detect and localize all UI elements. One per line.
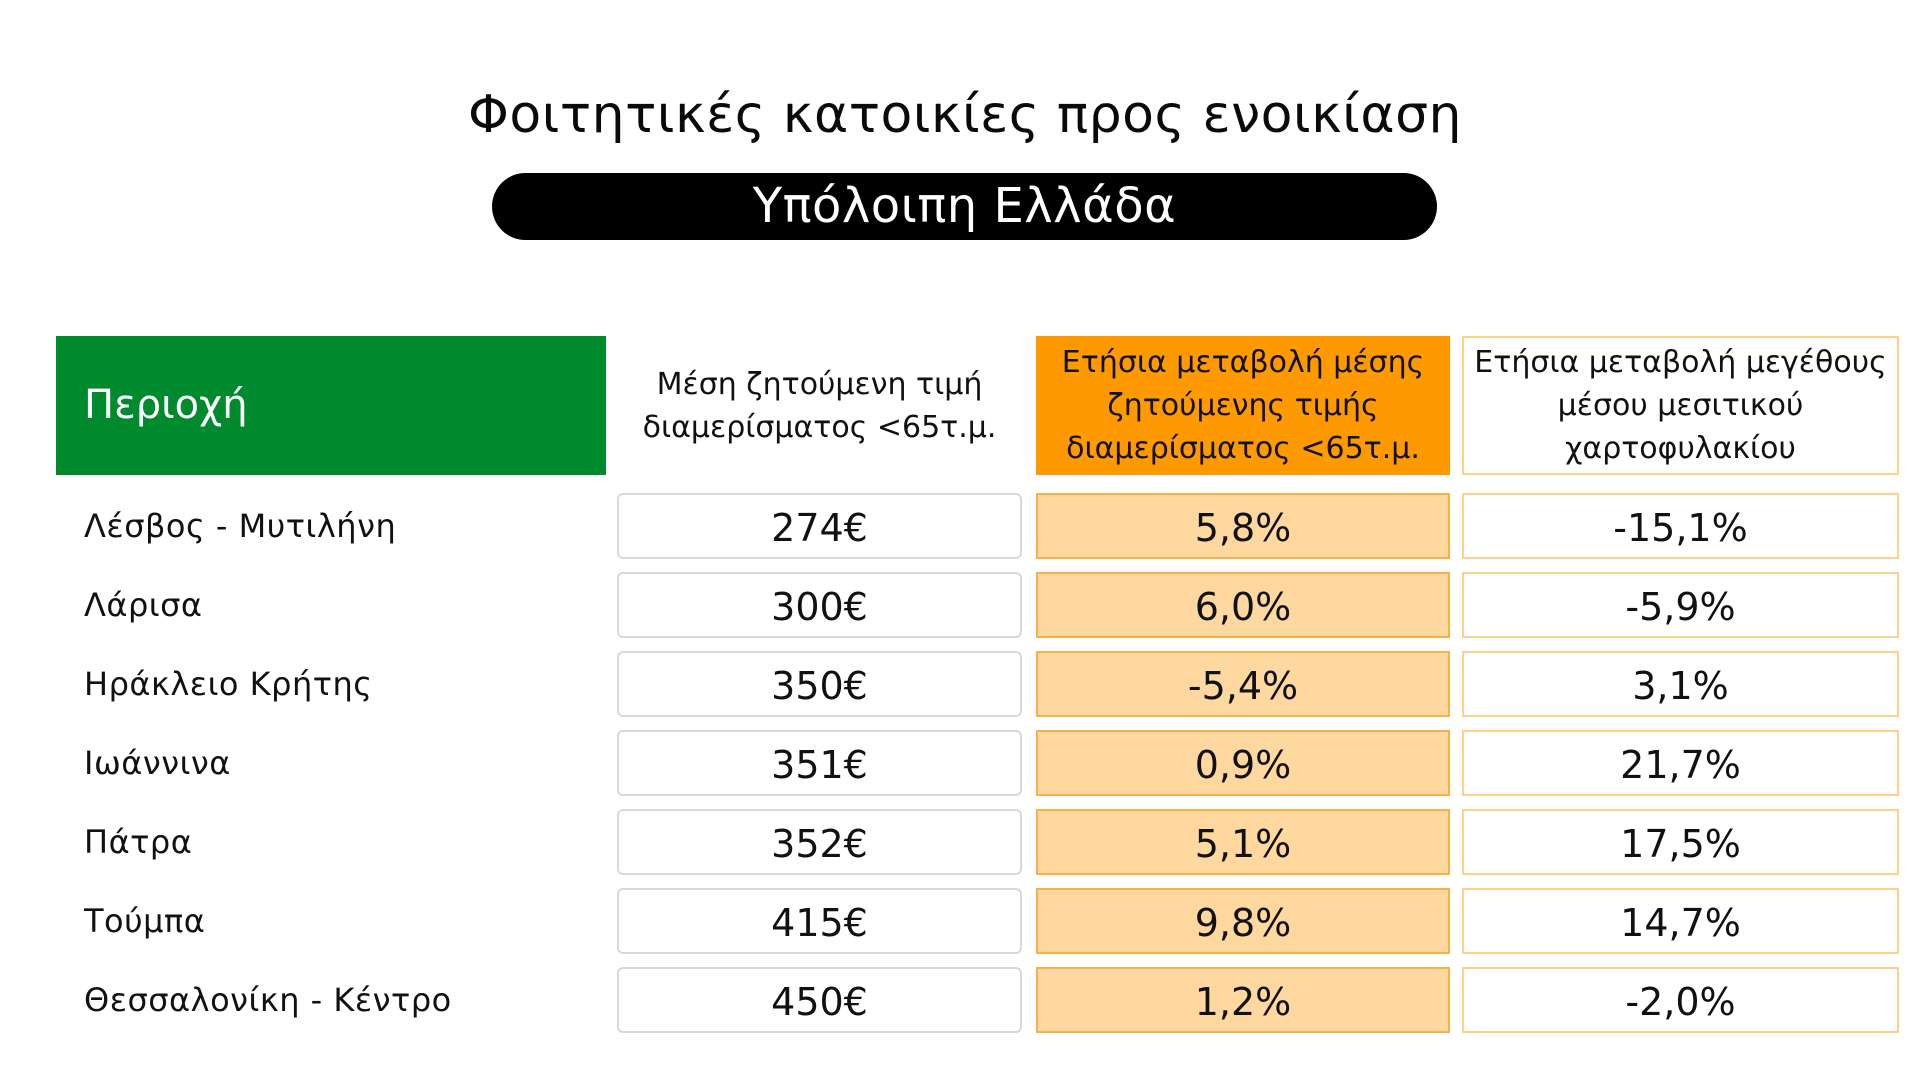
row-price: 350€ (617, 651, 1022, 717)
row-price: 415€ (617, 888, 1022, 954)
row-price: 274€ (617, 493, 1022, 559)
row-price: 351€ (617, 730, 1022, 796)
header-change-size-label: Ετήσια μεταβολή μεγέθους μέσου μεσιτικού… (1474, 345, 1887, 466)
row-change-price: 6,0% (1036, 572, 1450, 638)
header-change-price: Ετήσια μεταβολή μέσης ζητούμενης τιμής δ… (1036, 336, 1450, 475)
row-change-size: -5,9% (1462, 572, 1899, 638)
row-price: 300€ (617, 572, 1022, 638)
header-price: Μέση ζητούμενη τιμή διαμερίσματος <65τ.μ… (617, 336, 1022, 475)
row-change-price: 5,8% (1036, 493, 1450, 559)
header-change-size: Ετήσια μεταβολή μεγέθους μέσου μεσιτικού… (1462, 336, 1899, 475)
row-change-price: 1,2% (1036, 967, 1450, 1033)
page-title: Φοιτητικές κατοικίες προς ενοικίαση (467, 85, 1463, 145)
row-change-price: 9,8% (1036, 888, 1450, 954)
row-region: Λάρισα (84, 586, 203, 624)
row-region: Τούμπα (84, 902, 206, 940)
row-change-size: -2,0% (1462, 967, 1899, 1033)
header-price-label: Μέση ζητούμενη τιμή διαμερίσματος <65τ.μ… (642, 366, 997, 445)
row-price: 352€ (617, 809, 1022, 875)
row-change-size: 14,7% (1462, 888, 1899, 954)
row-region: Ιωάννινα (84, 744, 231, 782)
row-change-size: 17,5% (1462, 809, 1899, 875)
subtitle-banner: Υπόλοιπη Ελλάδα (492, 173, 1437, 240)
row-change-price: -5,4% (1036, 651, 1450, 717)
row-change-price: 0,9% (1036, 730, 1450, 796)
header-region: Περιοχή (56, 336, 606, 475)
row-region: Λέσβος - Μυτιλήνη (84, 507, 397, 545)
row-change-size: 21,7% (1462, 730, 1899, 796)
row-region: Θεσσαλονίκη - Κέντρο (84, 981, 452, 1019)
row-change-size: -15,1% (1462, 493, 1899, 559)
header-change-price-label: Ετήσια μεταβολή μέσης ζητούμενης τιμής δ… (1061, 345, 1425, 466)
row-change-size: 3,1% (1462, 651, 1899, 717)
row-region: Πάτρα (84, 823, 193, 861)
row-change-price: 5,1% (1036, 809, 1450, 875)
row-region: Ηράκλειο Κρήτης (84, 665, 373, 703)
row-price: 450€ (617, 967, 1022, 1033)
